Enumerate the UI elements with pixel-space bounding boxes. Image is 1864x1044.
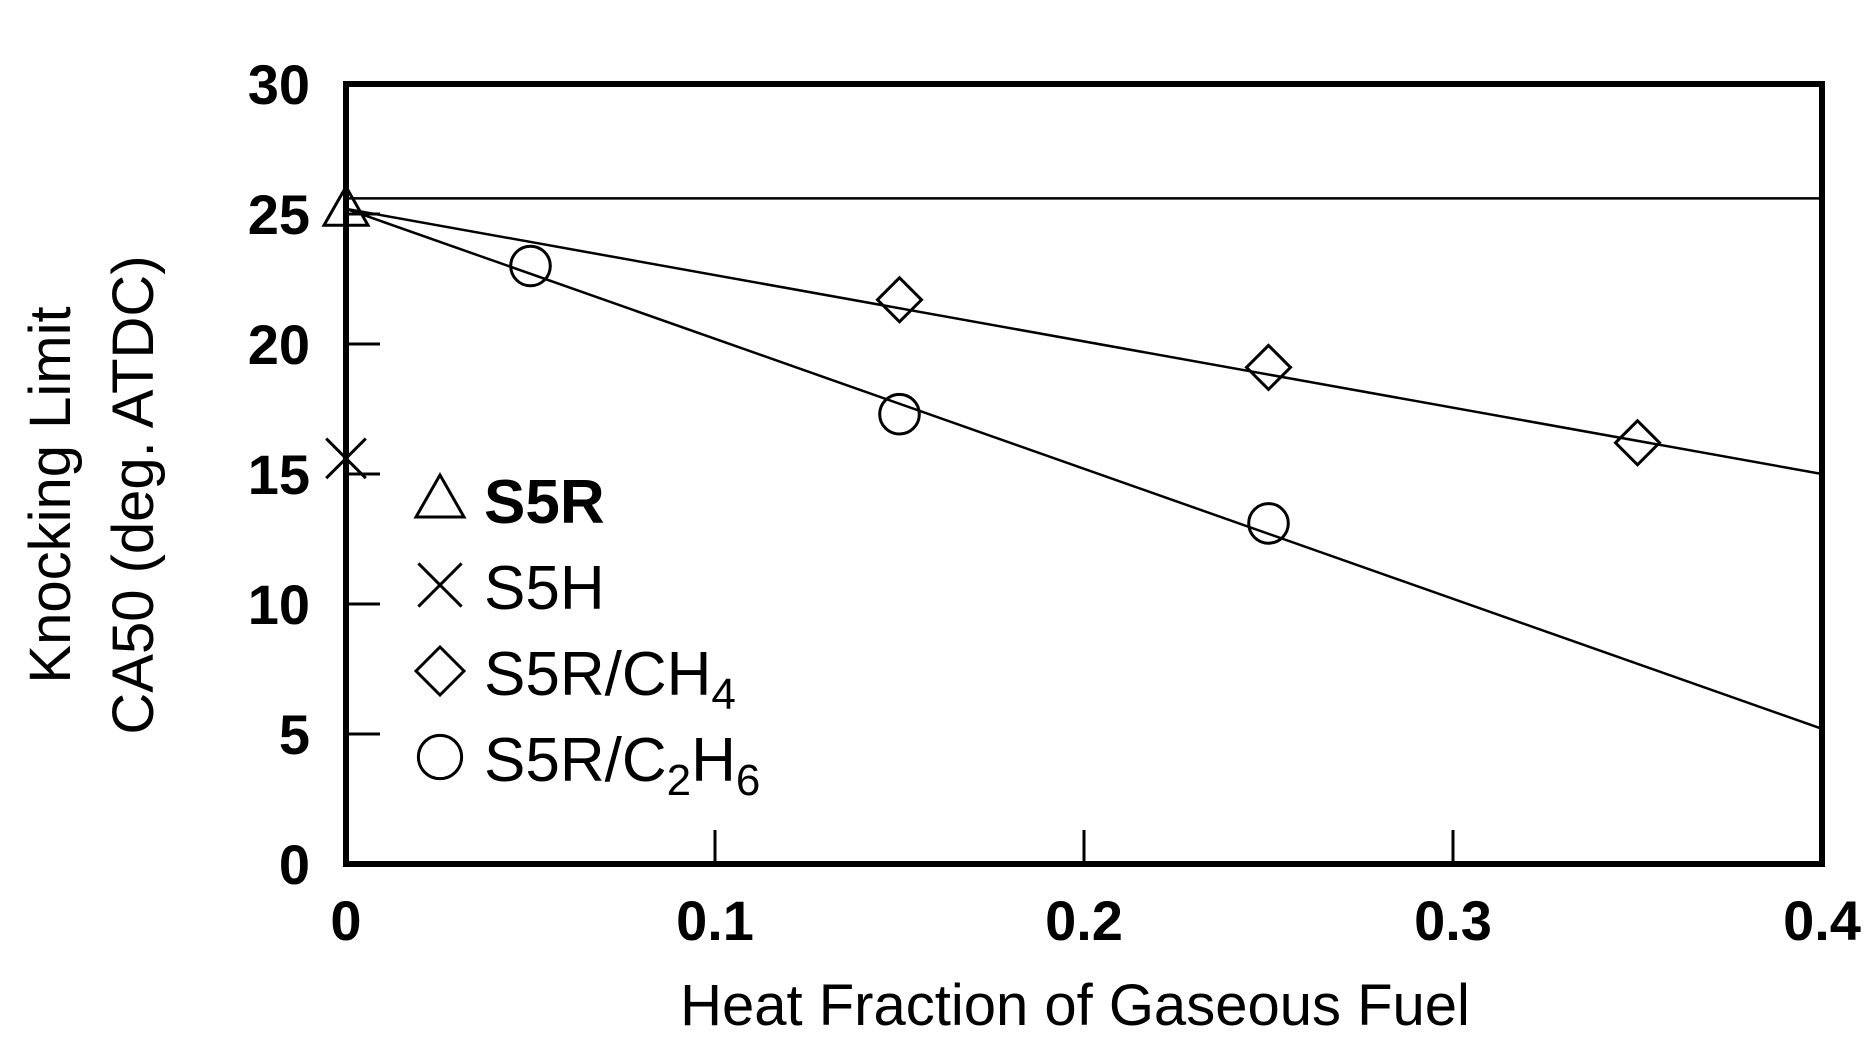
diamond-marker xyxy=(875,275,924,324)
y-tick-label: 10 xyxy=(248,573,310,636)
x-marker xyxy=(325,437,367,480)
x-tick-label: 0.3 xyxy=(1414,889,1492,952)
y-tick-label: 15 xyxy=(248,443,310,506)
data-markers xyxy=(321,183,1662,545)
legend-circle-icon xyxy=(416,733,464,781)
legend-label: S5H xyxy=(484,554,605,623)
axis-ticks: 0 0.1 0.2 0.3 0.4 0 5 10 15 20 25 30 xyxy=(248,53,1861,952)
legend-label: S5R xyxy=(484,468,605,537)
c2h6-trend-line xyxy=(345,207,1823,730)
ch4-trend-line xyxy=(345,207,1823,476)
legend-x-icon xyxy=(417,562,463,608)
y-axis-title-line-2: CA50 (deg. ATDC) xyxy=(101,255,166,734)
x-axis-title: Heat Fraction of Gaseous Fuel xyxy=(680,973,1470,1038)
circle-marker xyxy=(1247,502,1290,545)
legend-label: S5R/C2H6 xyxy=(484,726,760,805)
legend-label: S5R/CH4 xyxy=(484,640,736,719)
x-tick-label: 0.2 xyxy=(1045,889,1123,952)
trend-lines xyxy=(345,197,1823,730)
y-axis-title: Knocking Limit xyxy=(18,306,83,683)
circle-marker xyxy=(878,392,921,436)
triangle-marker xyxy=(321,183,371,227)
legend-diamond-icon xyxy=(413,644,467,698)
y-axis-title-2: CA50 (deg. ATDC) xyxy=(101,255,166,734)
legend-triangle-icon xyxy=(413,471,467,519)
y-tick-label: 30 xyxy=(248,53,310,116)
y-tick-label: 25 xyxy=(248,183,310,246)
x-tick-label: 0.1 xyxy=(676,889,754,952)
y-tick-label: 0 xyxy=(279,833,310,896)
y-tick-label: 5 xyxy=(279,703,310,766)
x-tick-label: 0.4 xyxy=(1783,889,1861,952)
diamond-marker xyxy=(1613,418,1662,467)
y-axis-title-line-1: Knocking Limit xyxy=(18,306,83,683)
x-tick-label: 0 xyxy=(330,889,361,952)
diamond-marker xyxy=(1244,343,1293,392)
circle-marker xyxy=(509,244,552,288)
y-tick-label: 20 xyxy=(248,313,310,376)
